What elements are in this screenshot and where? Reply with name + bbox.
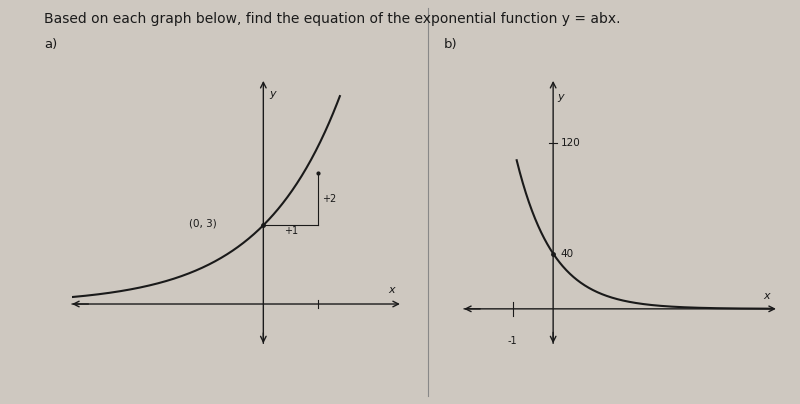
Text: 120: 120 <box>561 138 580 148</box>
Text: +2: +2 <box>322 194 337 204</box>
Text: y: y <box>269 89 275 99</box>
Text: x: x <box>763 290 770 301</box>
Text: -1: -1 <box>508 337 518 347</box>
Text: x: x <box>388 285 394 295</box>
Text: 40: 40 <box>561 248 574 259</box>
Text: a): a) <box>44 38 58 51</box>
Text: y: y <box>557 92 564 102</box>
Text: +1: +1 <box>284 226 298 236</box>
Text: (0, 3): (0, 3) <box>189 219 217 229</box>
Text: b): b) <box>444 38 458 51</box>
Text: Based on each graph below, find the equation of the exponential function y = abx: Based on each graph below, find the equa… <box>44 12 621 26</box>
